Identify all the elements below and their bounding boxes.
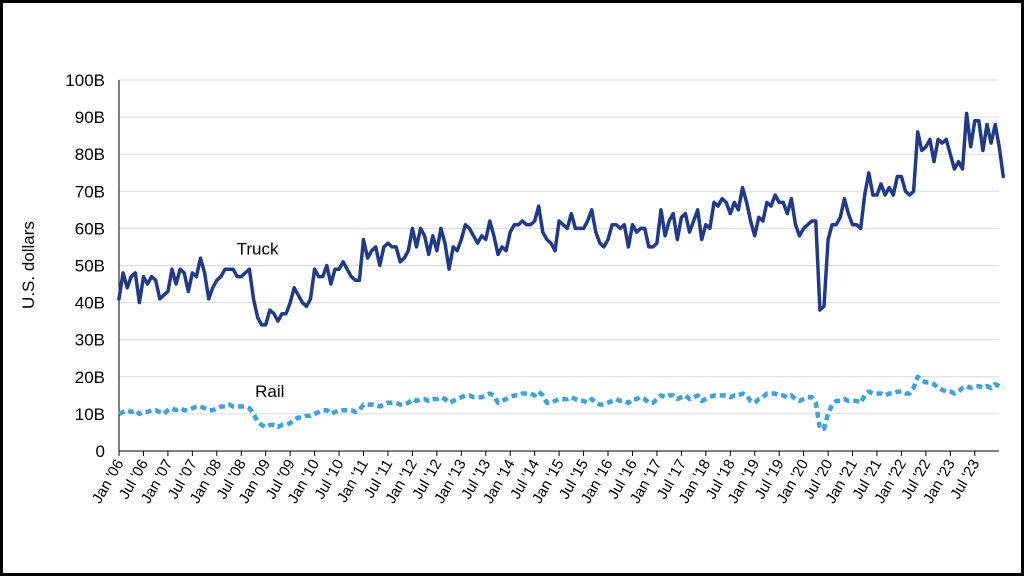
- y-tick-label: 60B: [75, 219, 105, 238]
- y-tick-label: 0: [96, 442, 105, 461]
- y-tick-labels: 0 10B 20B 30B 40B 50B 60B 70B 80B 90B 100B: [65, 71, 105, 461]
- y-tick-label: 10B: [75, 405, 105, 424]
- series-labels: Truck Rail: [237, 239, 285, 401]
- series-line-truck: [117, 111, 1006, 327]
- line-chart: 0 10B 20B 30B 40B 50B 60B 70B 80B 90B 100B Jan '06…: [19, 71, 1006, 506]
- series: [117, 111, 1006, 431]
- y-tick-label: 90B: [75, 108, 105, 127]
- y-tick-label: 30B: [75, 331, 105, 350]
- y-tick-label: 70B: [75, 182, 105, 201]
- y-tick-label: 20B: [75, 368, 105, 387]
- series-line-rail: [118, 374, 1005, 431]
- series-label-truck: Truck: [237, 239, 279, 258]
- series-label-rail: Rail: [255, 382, 284, 401]
- y-tick-label: 80B: [75, 145, 105, 164]
- y-axis-title: U.S. dollars: [19, 221, 38, 309]
- y-tick-label: 100B: [65, 71, 105, 90]
- y-tick-label: 40B: [75, 294, 105, 313]
- y-tick-label: 50B: [75, 257, 105, 276]
